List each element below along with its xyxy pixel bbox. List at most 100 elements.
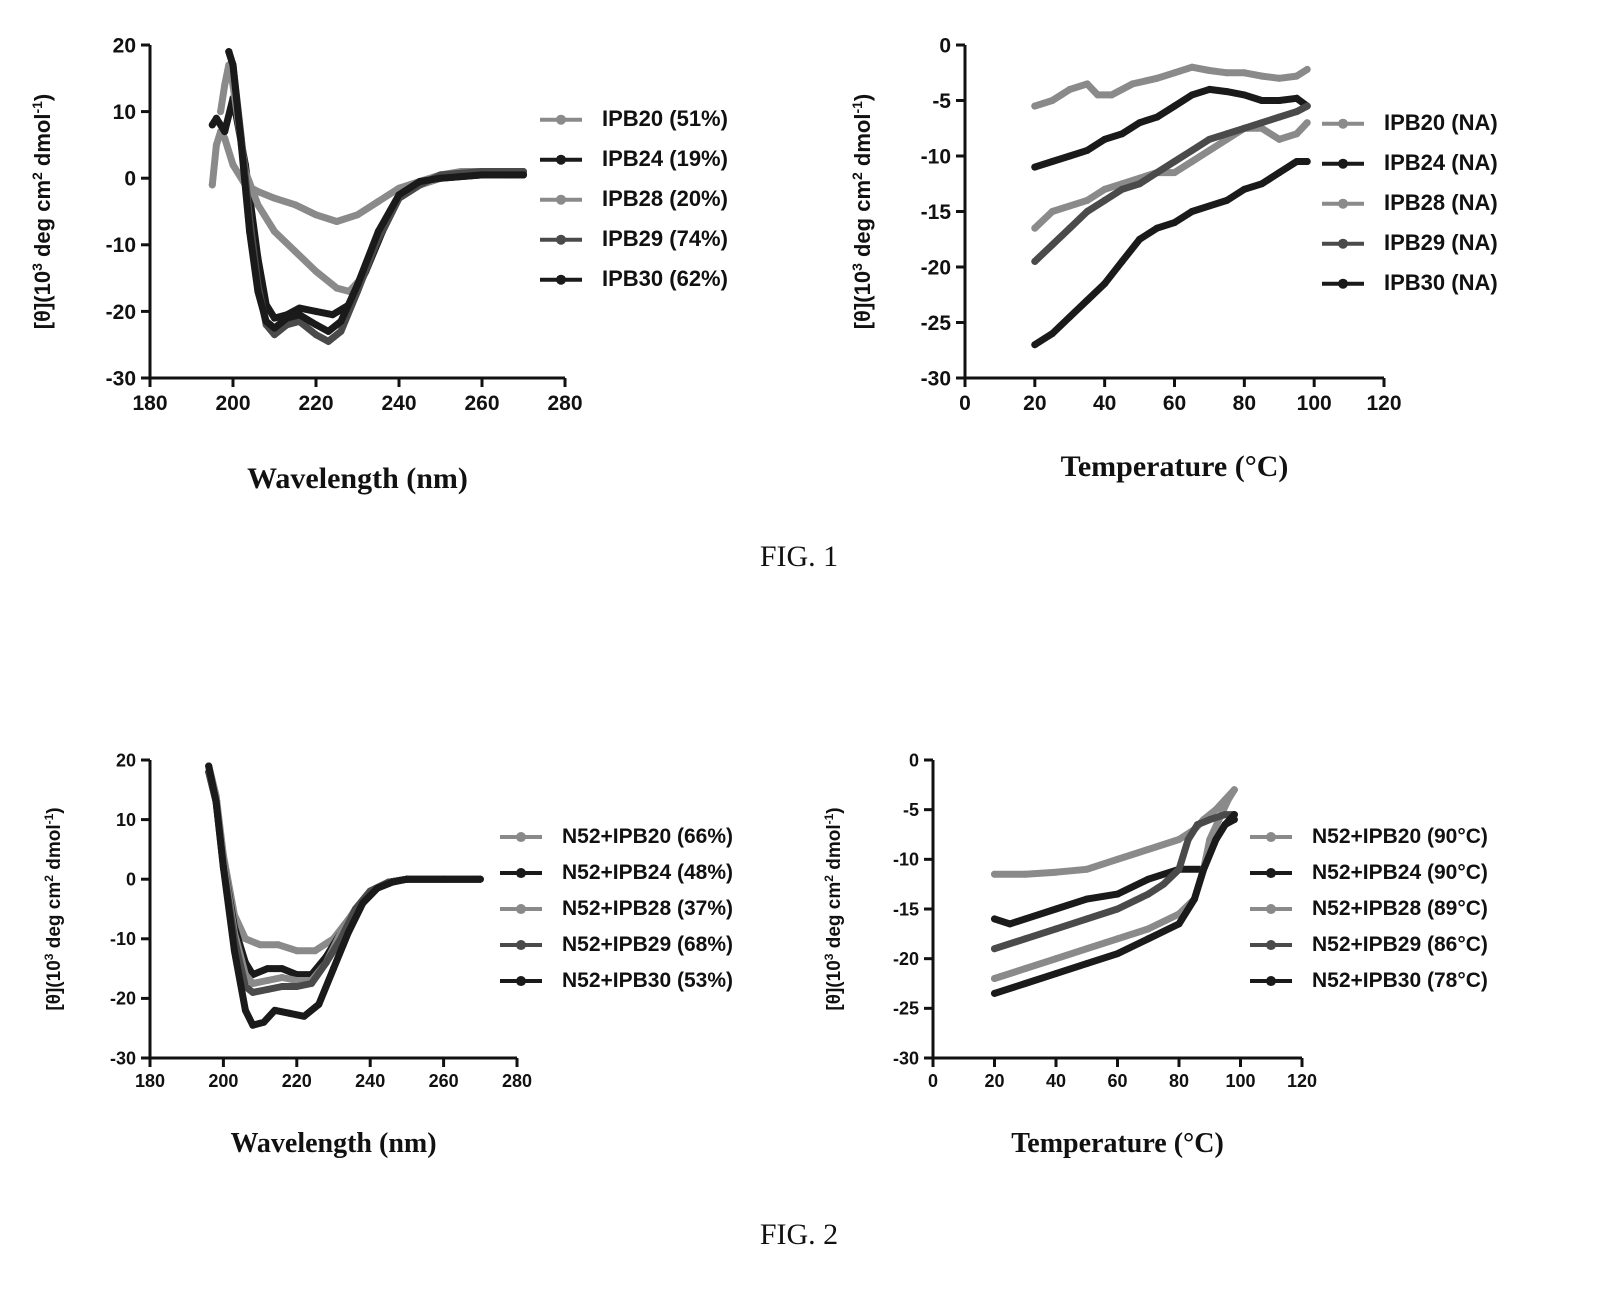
data-point [476, 875, 484, 883]
data-point [278, 974, 286, 982]
legend-swatch-marker [1266, 940, 1276, 951]
data-point [246, 227, 254, 235]
data-point [1083, 915, 1091, 923]
legend-swatch-marker [516, 940, 526, 951]
data-point [1240, 91, 1248, 99]
data-point [1171, 169, 1178, 177]
data-point [1221, 821, 1229, 829]
data-point [991, 870, 998, 878]
y-tick-label: -10 [893, 850, 919, 870]
x-tick-label: 260 [429, 1071, 459, 1091]
x-tick-label: 240 [355, 1071, 385, 1091]
data-point [1293, 94, 1301, 102]
data-point [1153, 224, 1161, 232]
legend-swatch-marker [1338, 118, 1348, 129]
data-point [1021, 870, 1029, 878]
data-point [1094, 91, 1102, 99]
data-point [1275, 74, 1283, 82]
legend-swatch-marker [1266, 868, 1276, 879]
data-point [1136, 119, 1144, 127]
chart-fig2-melt: 0 20 40 60 80 100 120 -30 -25 -20 -15 -10 -5 0 Tempera… [822, 750, 1488, 1159]
x-tick-label: 220 [282, 1071, 312, 1091]
data-point [1021, 980, 1029, 987]
legend-swatch-marker [516, 868, 526, 879]
x-tick-label: 60 [1163, 392, 1186, 415]
data-point [1293, 158, 1301, 166]
data-point [205, 762, 213, 770]
data-point [312, 267, 320, 275]
y-tick-label: -5 [932, 90, 951, 113]
data-point [1114, 905, 1121, 913]
data-point [1144, 845, 1152, 853]
legend-swatch-marker [556, 194, 566, 205]
y-axis-label: [θ](103 deg cm2 dmol-1) [849, 94, 875, 330]
legend-label: IPB28 (NA) [1384, 190, 1498, 215]
data-point [344, 929, 352, 937]
data-point [1083, 208, 1091, 215]
data-point [1240, 69, 1248, 77]
data-point [1101, 185, 1109, 193]
data-point [241, 935, 249, 943]
data-point [1066, 152, 1074, 160]
data-point [1048, 97, 1056, 104]
data-point [437, 174, 444, 182]
data-point [1171, 158, 1178, 166]
data-point [1052, 905, 1060, 913]
data-point [212, 798, 220, 806]
data-point [1101, 135, 1109, 143]
data-point [271, 331, 278, 339]
legend-swatch-marker [556, 114, 566, 125]
data-point [1048, 330, 1056, 338]
data-point [1083, 80, 1091, 88]
data-point [1136, 180, 1144, 188]
data-point [249, 988, 257, 996]
data-point [312, 331, 320, 339]
data-point [1258, 97, 1266, 104]
data-point [1048, 208, 1056, 215]
data-point [478, 171, 486, 179]
y-axis-label: [θ](103 deg cm2 dmol-1) [42, 807, 65, 1010]
y-tick-label: 10 [113, 101, 136, 124]
legend-label: N52+IPB24 (48%) [562, 861, 733, 884]
data-point [307, 980, 315, 987]
legend-label: IPB29 (74%) [602, 226, 728, 251]
data-point [1031, 102, 1039, 110]
data-point [1144, 925, 1152, 933]
data-point [1153, 74, 1161, 82]
x-tick-label: 0 [959, 392, 971, 415]
data-point [1171, 102, 1178, 110]
data-point [1031, 257, 1039, 265]
y-tick-label: -10 [110, 929, 136, 949]
data-point [1224, 796, 1232, 804]
data-point [1048, 158, 1056, 166]
data-point [991, 945, 998, 953]
legend-swatch-marker [1338, 198, 1348, 209]
data-point [1052, 970, 1060, 978]
data-point [278, 965, 286, 973]
y-tick-label: -30 [106, 367, 136, 390]
data-point [1083, 945, 1091, 953]
x-tick-label: 180 [132, 392, 167, 415]
data-point [1223, 88, 1231, 96]
data-point [274, 941, 282, 949]
data-point [1175, 865, 1183, 873]
data-point [1066, 202, 1074, 210]
data-point [1212, 806, 1220, 814]
data-point [1160, 880, 1168, 888]
data-point [295, 311, 303, 319]
x-tick-label: 100 [1297, 392, 1332, 415]
data-point [293, 977, 301, 985]
data-point [221, 128, 229, 136]
legend-label: IPB24 (NA) [1384, 150, 1498, 175]
data-point [271, 1006, 279, 1014]
legend-label: N52+IPB29 (86°C) [1312, 933, 1488, 956]
data-point [229, 161, 237, 169]
chart-fig1-cd: 180 200 220 240 260 280 -30 -20 -10 0 10 20 Waveleng… [29, 34, 728, 495]
data-point [1175, 920, 1183, 928]
x-tick-label: 240 [381, 392, 416, 415]
data-point [1275, 113, 1283, 121]
data-point [1083, 196, 1091, 204]
y-tick-label: -25 [921, 312, 952, 335]
data-point [271, 194, 278, 202]
x-axis-label: Temperature (°C) [1061, 450, 1289, 483]
